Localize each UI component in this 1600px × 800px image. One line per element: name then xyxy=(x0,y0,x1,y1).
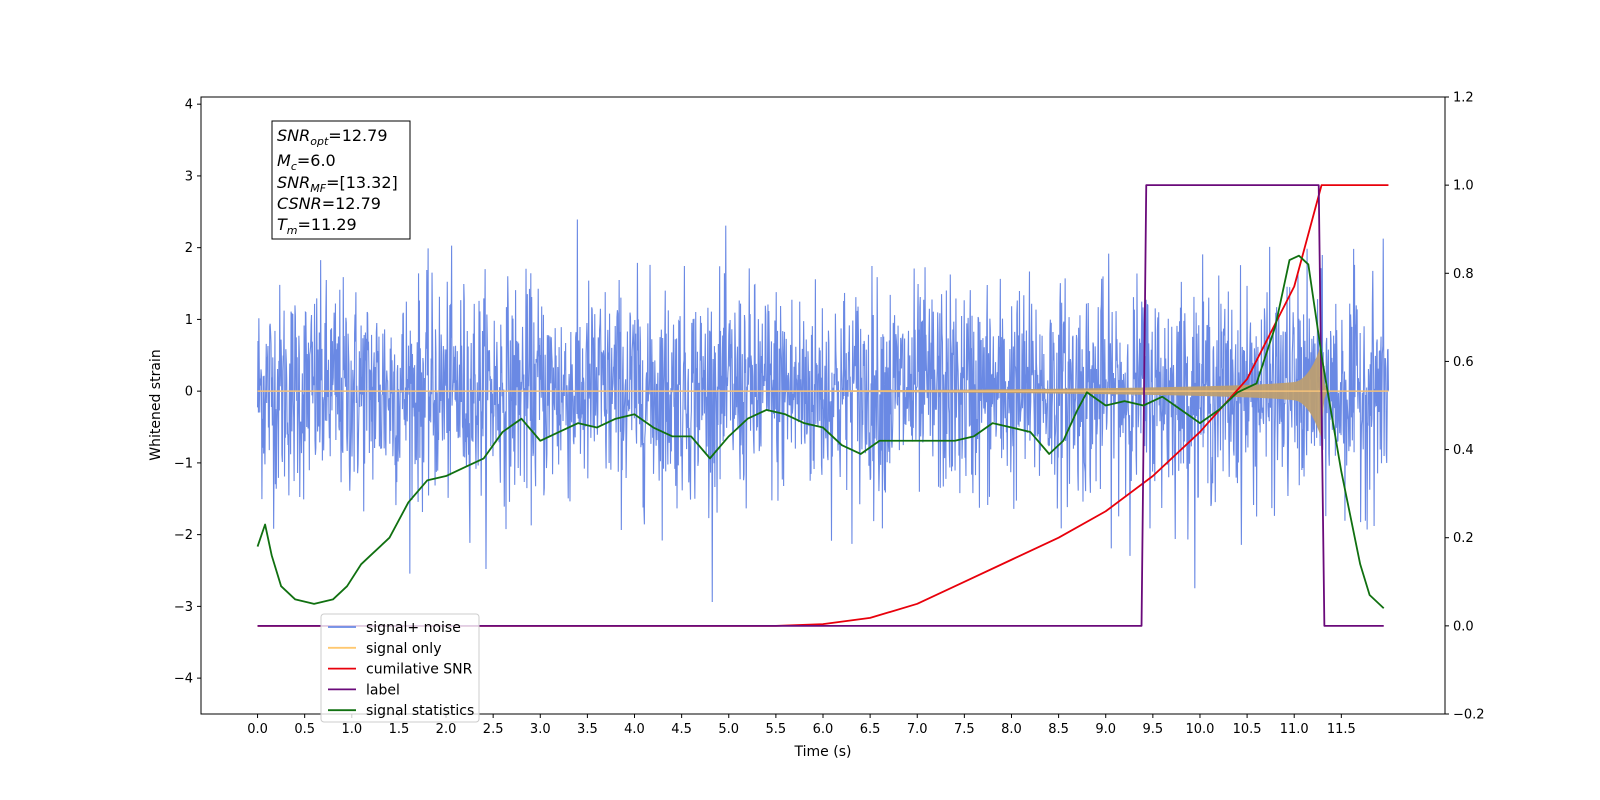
y-right-tick-label: 1.2 xyxy=(1453,91,1474,106)
x-tick-label: 9.0 xyxy=(1095,722,1116,737)
annotation-frame xyxy=(271,120,411,240)
x-tick-label: 5.0 xyxy=(718,722,739,737)
y-axis-label: Whitened strain xyxy=(148,349,164,460)
y-tick-label: 1 xyxy=(185,313,193,328)
legend-label: cumilative SNR xyxy=(366,662,473,678)
x-tick-label: 0.5 xyxy=(294,722,315,737)
y-tick-label: 0 xyxy=(185,385,193,400)
series-signal-statistics xyxy=(256,254,1385,609)
annotation-mc: Mc=6.0 xyxy=(277,151,336,173)
x-tick-label: 3.5 xyxy=(577,722,598,737)
legend-label: label xyxy=(366,682,400,698)
annotation-tm: Tm=11.29 xyxy=(277,215,357,237)
x-tick-label: 0.0 xyxy=(247,722,268,737)
annotation-snr-mf: SNRMF=[13.32] xyxy=(277,173,398,195)
x-tick-label: 4.5 xyxy=(671,722,692,737)
y-tick-label: −1 xyxy=(174,456,193,471)
x-tick-label: 3.0 xyxy=(530,722,551,737)
y-right-tick-label: 0.8 xyxy=(1453,267,1474,282)
annotation-snr-opt: SNRopt=12.79 xyxy=(277,126,388,148)
x-tick-label: 7.0 xyxy=(907,722,928,737)
y-right-tick-label: 1.0 xyxy=(1453,179,1474,194)
legend-label: signal statistics xyxy=(366,703,474,719)
legend-frame xyxy=(320,613,480,723)
x-tick-label: 8.0 xyxy=(1001,722,1022,737)
y-tick-label: 4 xyxy=(185,98,193,113)
x-tick-label: 1.5 xyxy=(389,722,410,737)
annotation-csnr: CSNR=12.79 xyxy=(277,194,381,213)
y-right-tick-label: 0.4 xyxy=(1453,443,1474,458)
x-tick-label: 10.0 xyxy=(1185,722,1214,737)
x-tick-label: 1.0 xyxy=(341,722,362,737)
x-tick-label: 11.0 xyxy=(1280,722,1309,737)
y-tick-label: 2 xyxy=(185,241,193,256)
y-right-tick-label: 0.2 xyxy=(1453,531,1474,546)
x-tick-label: 8.5 xyxy=(1048,722,1069,737)
plot-area xyxy=(256,184,1389,627)
y-right-tick-label: 0.6 xyxy=(1453,355,1474,370)
y-tick-label: −4 xyxy=(174,672,193,687)
x-tick-label: 4.0 xyxy=(624,722,645,737)
axes: 0.0 0.5 1.0 1.5 2.0 2.5 3.0 3.5 4.0 4.5 5.0 5.5 6.0 6… xyxy=(174,91,1485,738)
x-tick-label: 5.5 xyxy=(766,722,787,737)
legend-label: signal+ noise xyxy=(366,620,461,636)
x-tick-label: 9.5 xyxy=(1143,722,1164,737)
x-tick-label: 10.5 xyxy=(1233,722,1262,737)
x-tick-label: 6.5 xyxy=(860,722,881,737)
annotation-box: SNRopt=12.79 Mc=6.0 SNRMF=[13.32] CSNR=1… xyxy=(271,120,411,240)
x-axis-label: Time (s) xyxy=(794,744,852,760)
series-label xyxy=(257,184,1384,627)
series-signal-noise xyxy=(256,219,1389,602)
x-tick-label: 2.0 xyxy=(436,722,457,737)
y-right-tick-label: −0.2 xyxy=(1453,708,1485,723)
x-tick-label: 11.5 xyxy=(1327,722,1356,737)
x-tick-label: 6.0 xyxy=(813,722,834,737)
y-tick-label: 3 xyxy=(185,169,193,184)
legend-label: signal only xyxy=(366,641,441,657)
y-tick-label: −3 xyxy=(174,600,193,615)
legend: signal+ noise signal only cumilative SNR la… xyxy=(320,613,480,723)
y-tick-label: −2 xyxy=(174,528,193,543)
series-cumulative-snr xyxy=(257,184,1389,627)
x-tick-label: 2.5 xyxy=(483,722,504,737)
x-tick-label: 7.5 xyxy=(954,722,975,737)
y-right-tick-label: 0.0 xyxy=(1453,619,1474,634)
